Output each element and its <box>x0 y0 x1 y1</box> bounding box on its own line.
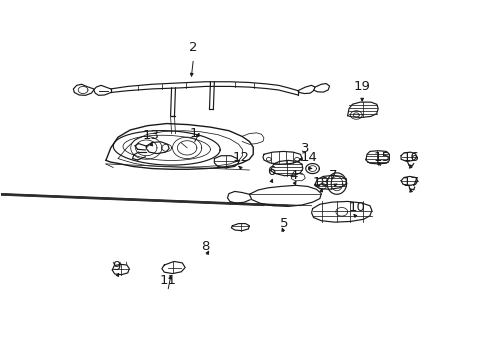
Text: 1: 1 <box>189 127 197 140</box>
Text: 8: 8 <box>201 239 209 252</box>
Text: 5: 5 <box>280 217 288 230</box>
Text: 11: 11 <box>159 274 176 287</box>
Text: 17: 17 <box>402 176 419 189</box>
Text: 7: 7 <box>328 169 337 182</box>
Text: 18: 18 <box>312 176 328 189</box>
Text: 12: 12 <box>232 151 249 164</box>
Text: 2: 2 <box>189 41 197 54</box>
Text: 15: 15 <box>372 151 389 164</box>
Text: 14: 14 <box>300 151 317 164</box>
Text: 19: 19 <box>353 80 370 93</box>
Text: 16: 16 <box>402 151 418 164</box>
Text: 9: 9 <box>112 260 121 273</box>
Text: 10: 10 <box>348 201 365 214</box>
Text: 4: 4 <box>288 169 297 182</box>
Text: 6: 6 <box>266 165 275 178</box>
Text: 13: 13 <box>142 130 159 143</box>
Text: 3: 3 <box>301 142 309 155</box>
